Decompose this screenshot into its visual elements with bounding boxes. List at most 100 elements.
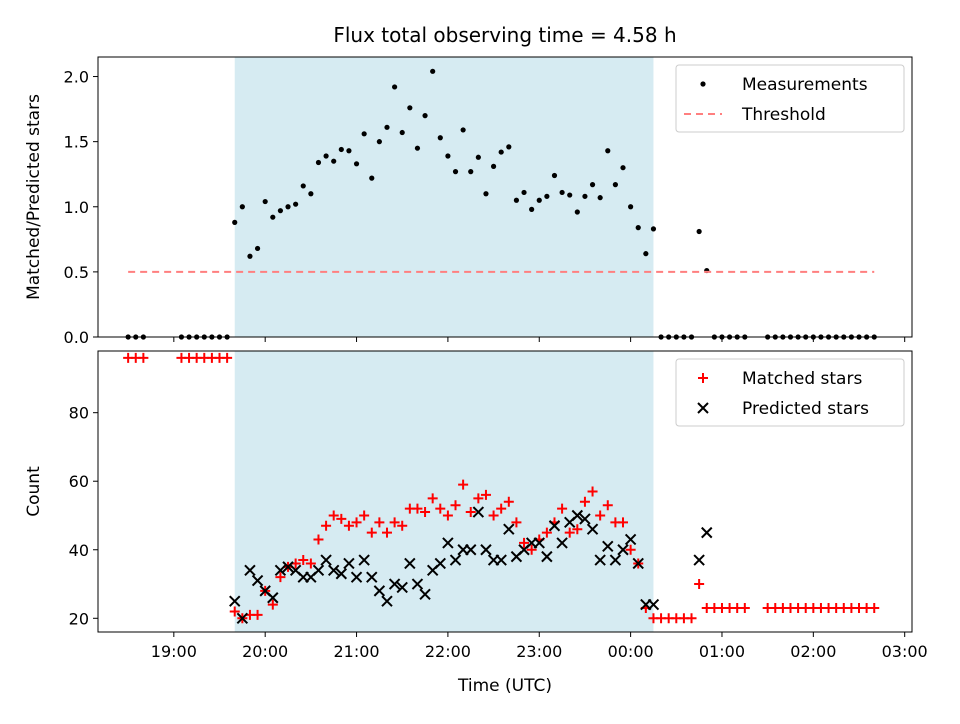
matched-star-point xyxy=(511,517,522,528)
measurement-point xyxy=(498,149,504,155)
measurement-point xyxy=(529,206,535,212)
matched-star-point xyxy=(298,555,309,566)
predicted-star-point xyxy=(495,554,507,566)
chart-title: Flux total observing time = 4.58 h xyxy=(333,23,676,47)
matched-star-point xyxy=(252,609,263,620)
measurement-point xyxy=(635,225,641,231)
matched-star-point xyxy=(336,513,347,524)
predicted-star-point xyxy=(579,513,591,525)
measurement-point xyxy=(513,197,520,203)
matched-star-point xyxy=(420,507,431,518)
measurement-point xyxy=(582,193,588,199)
measurement-point xyxy=(597,195,603,201)
measurement-point xyxy=(422,113,428,119)
legend-0: Measurements Threshold xyxy=(675,64,905,133)
measurement-point xyxy=(414,145,421,151)
observing-window-shade-1 xyxy=(234,351,654,632)
matched-star-point xyxy=(267,599,278,610)
predicted-star-point xyxy=(396,581,408,594)
measurement-point xyxy=(323,153,329,159)
matched-star-point xyxy=(465,507,476,518)
predicted-star-point xyxy=(594,554,606,566)
measurement-point xyxy=(293,201,299,207)
x-tick-label: 03:00 xyxy=(882,642,928,661)
measurement-point xyxy=(239,204,245,210)
x-tick-label: 21:00 xyxy=(333,642,379,661)
legend-label: Threshold xyxy=(741,105,826,125)
predicted-star-point xyxy=(312,564,325,577)
measurement-point xyxy=(536,197,542,203)
predicted-star-point xyxy=(442,537,454,549)
matched-star-point xyxy=(739,603,750,614)
measurement-point xyxy=(361,131,367,137)
predicted-star-point xyxy=(701,526,713,539)
x-tick-label: 22:00 xyxy=(425,642,471,661)
x-tick-label: 01:00 xyxy=(699,642,745,661)
measurement-point xyxy=(407,105,413,111)
measurement-point xyxy=(452,169,459,175)
y-tick-label: 0.5 xyxy=(64,263,89,282)
matched-star-point xyxy=(275,572,286,583)
matched-star-point xyxy=(618,517,629,528)
y-tick-label: 1.0 xyxy=(64,198,89,217)
predicted-star-point xyxy=(358,554,370,566)
y-tick-label: 2.0 xyxy=(64,68,89,87)
matched-star-point xyxy=(321,520,332,531)
measurement-point xyxy=(628,204,634,210)
predicted-star-point xyxy=(624,533,637,546)
y-tick-label: 0.0 xyxy=(64,328,89,347)
predicted-star-point xyxy=(472,506,485,518)
matched-star-point xyxy=(694,579,705,590)
matched-star-point xyxy=(488,510,499,521)
predicted-star-point xyxy=(267,592,279,604)
measurement-point xyxy=(346,148,352,154)
x-tick-label: 00:00 xyxy=(608,642,654,661)
predicted-star-point xyxy=(617,544,629,556)
y-axis-label-0: Matched/Predicted stars xyxy=(24,94,44,300)
predicted-star-point xyxy=(244,564,256,577)
predicted-star-point xyxy=(388,578,401,590)
matched-star-point xyxy=(351,517,362,528)
measurement-point xyxy=(232,219,238,225)
legend-marker-measurements xyxy=(700,81,706,87)
legend-marker-predicted xyxy=(697,402,709,414)
measurement-point xyxy=(559,189,565,196)
predicted-star-point xyxy=(381,595,393,607)
predicted-star-point xyxy=(586,523,599,535)
measurement-point xyxy=(696,228,702,235)
measurement-point xyxy=(285,204,291,210)
measurement-point xyxy=(475,154,481,160)
measurement-point xyxy=(567,192,573,198)
predicted-star-point xyxy=(548,520,561,532)
predicted-star-point xyxy=(571,509,584,522)
matched-star-point xyxy=(473,493,484,504)
measurement-point xyxy=(384,124,390,130)
x-tick-label: 02:00 xyxy=(790,642,836,661)
matched-star-point xyxy=(427,493,438,504)
matched-star-point xyxy=(602,500,613,511)
measurement-point xyxy=(376,139,382,145)
y-axis-label-1: Count xyxy=(24,466,44,517)
legend-1: Matched stars Predicted stars xyxy=(675,358,905,427)
predicted-star-point xyxy=(465,544,477,556)
matched-star-point xyxy=(496,503,507,514)
matched-star-point xyxy=(138,352,149,363)
predicted-star-point xyxy=(602,540,614,553)
matched-star-point xyxy=(328,510,339,521)
matched-star-point xyxy=(442,510,453,521)
legend-label: Matched stars xyxy=(742,369,862,389)
matched-star-point xyxy=(458,479,469,490)
matched-star-point xyxy=(389,517,400,528)
y-tick-label: 60 xyxy=(69,472,89,491)
predicted-star-point xyxy=(647,598,660,611)
predicted-star-point xyxy=(373,585,386,597)
matched-star-point xyxy=(397,520,408,531)
measurement-point xyxy=(612,182,618,188)
matched-star-point xyxy=(557,503,568,514)
measurement-point xyxy=(262,198,268,205)
axes-frame-0 xyxy=(97,56,913,338)
measurement-point xyxy=(650,226,657,232)
x-tick-label: 19:00 xyxy=(151,642,197,661)
predicted-star-point xyxy=(533,537,545,549)
